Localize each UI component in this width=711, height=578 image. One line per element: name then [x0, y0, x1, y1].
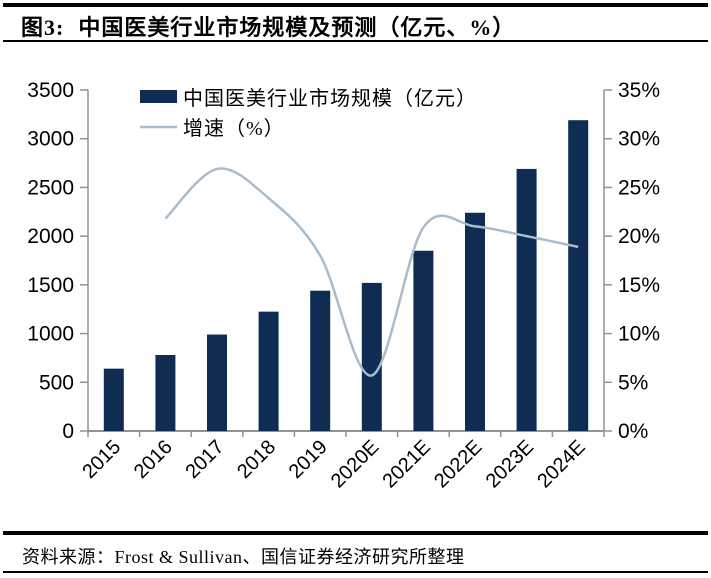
footer-divider-rule: [3, 531, 708, 535]
left-axis-tick-label: 3500: [27, 79, 74, 102]
right-axis-tick-label: 30%: [618, 128, 660, 151]
left-axis-tick-label: 1500: [27, 274, 74, 297]
market-size-growth-combo-chart: 0 500 1000 1500 2000 2500 3000 3500 0% 5% 10% 15% 20…: [27, 79, 660, 492]
right-axis-tick-label: 15%: [618, 274, 660, 297]
x-axis-category-label: 2023E: [482, 436, 538, 492]
market-size-bar: [361, 282, 382, 431]
source-note: 资料来源：Frost & Sullivan、国信证券经济研究所整理: [22, 547, 465, 567]
x-axis-category-label: 2021E: [378, 436, 434, 492]
x-axis-category-label: 2017: [182, 436, 229, 483]
figure-title: 图3: 中国医美行业市场规模及预测（亿元、%）: [21, 10, 515, 42]
left-axis-tick-label: 500: [39, 371, 74, 394]
x-axis-category-label: 2019: [285, 436, 332, 483]
figure-number-label: 图3:: [21, 15, 65, 40]
title-divider-rule: [3, 40, 708, 42]
market-size-bar: [465, 212, 485, 431]
legend-line-label: 增速（%）: [183, 117, 285, 140]
x-axis-category-label: 2024E: [533, 436, 589, 492]
market-size-bar: [413, 250, 434, 431]
left-axis-tick-label: 2000: [27, 225, 74, 248]
left-axis-tick-label: 2500: [27, 176, 74, 199]
market-size-bar: [207, 334, 227, 431]
market-size-bar: [516, 168, 537, 431]
x-axis-category-label: 2020E: [327, 436, 383, 492]
bottom-rule: [3, 571, 708, 573]
market-size-bar: [310, 290, 331, 431]
left-axis-tick-label: 1000: [27, 323, 74, 346]
right-axis-tick-label: 10%: [618, 323, 660, 346]
growth-rate-line: [164, 167, 579, 377]
x-axis-category-label: 2015: [78, 436, 125, 483]
top-rule: [3, 3, 708, 7]
market-size-bar: [103, 368, 124, 431]
left-axis-tick-label: 3000: [27, 128, 74, 151]
figure-title-text: 中国医美行业市场规模及预测（亿元、%）: [78, 15, 516, 40]
right-axis-tick-label: 5%: [618, 371, 648, 394]
right-axis-tick-label: 35%: [618, 79, 660, 102]
market-size-bar: [258, 311, 279, 431]
left-axis-tick-label: 0: [62, 420, 74, 443]
market-size-bar: [155, 355, 176, 431]
right-axis-tick-label: 25%: [618, 176, 660, 199]
legend-bar-swatch: [140, 90, 177, 103]
x-axis-category-label: 2022E: [430, 436, 486, 492]
right-axis-tick-label: 20%: [618, 225, 660, 248]
x-axis-category-label: 2016: [130, 436, 177, 483]
legend-bar-label: 中国医美行业市场规模（亿元）: [183, 87, 477, 110]
market-size-bar: [568, 120, 589, 432]
right-axis-tick-label: 0%: [618, 420, 648, 443]
x-axis-category-label: 2018: [233, 436, 280, 483]
